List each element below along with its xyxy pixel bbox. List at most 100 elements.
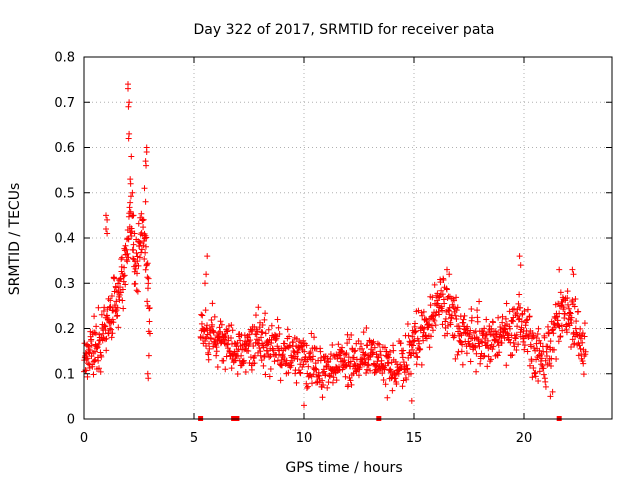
- data-point: [543, 352, 550, 359]
- data-point: [304, 383, 311, 390]
- data-point: [568, 314, 575, 321]
- data-point: [119, 286, 126, 293]
- data-point: [575, 308, 582, 315]
- data-point: [319, 377, 326, 384]
- y-tick-label: 0.3: [54, 277, 75, 292]
- data-point: [142, 198, 149, 205]
- data-point: [103, 225, 109, 232]
- data-point: [127, 208, 134, 215]
- data-point: [397, 361, 404, 368]
- data-point: [404, 321, 411, 328]
- data-point: [95, 365, 102, 372]
- data-point: [106, 325, 113, 332]
- data-point: [351, 348, 358, 355]
- data-point: [377, 352, 384, 359]
- data-point: [466, 340, 473, 347]
- data-point: [580, 371, 587, 378]
- data-point: [202, 307, 209, 314]
- data-point: [372, 369, 379, 376]
- data-point: [418, 324, 425, 331]
- data-point: [144, 302, 151, 309]
- data-point: [224, 341, 231, 348]
- data-point: [122, 281, 129, 288]
- data-point: [390, 342, 397, 349]
- data-point: [109, 330, 116, 337]
- data-point: [439, 321, 446, 328]
- data-point: [274, 316, 281, 323]
- data-point: [399, 383, 406, 390]
- data-point: [426, 321, 433, 328]
- data-point: [472, 344, 479, 351]
- data-point: [368, 346, 375, 353]
- data-point: [135, 262, 142, 269]
- data-point: [334, 355, 341, 362]
- data-point: [108, 326, 115, 333]
- data-point: [577, 335, 584, 342]
- data-point: [97, 349, 104, 356]
- data-point: [468, 305, 475, 312]
- data-point: [262, 330, 269, 337]
- data-point: [261, 316, 268, 323]
- data-point: [439, 291, 446, 298]
- data-point: [534, 330, 541, 337]
- data-point: [125, 235, 132, 242]
- data-point: [568, 320, 575, 327]
- data-point: [345, 354, 352, 361]
- data-point: [513, 331, 520, 338]
- data-point: [120, 278, 127, 285]
- data-point: [468, 314, 475, 321]
- data-point: [501, 335, 508, 342]
- data-point: [524, 306, 531, 313]
- data-point: [145, 275, 152, 282]
- data-point: [127, 229, 134, 236]
- data-point: [453, 307, 460, 314]
- data-point: [530, 332, 537, 339]
- data-point: [446, 311, 453, 318]
- data-point: [474, 318, 481, 325]
- data-point: [549, 388, 556, 395]
- data-point: [248, 366, 255, 373]
- data-point: [371, 369, 378, 376]
- data-point: [535, 377, 542, 384]
- data-point: [481, 352, 488, 359]
- data-point: [333, 377, 340, 384]
- y-axis-title: SRMTID / TECUs: [7, 183, 23, 296]
- data-point: [220, 357, 227, 364]
- data-point: [494, 352, 501, 359]
- data-point: [381, 344, 388, 351]
- data-point: [241, 332, 248, 339]
- data-point: [394, 361, 401, 368]
- data-point: [138, 246, 145, 253]
- data-point: [145, 352, 152, 359]
- data-point: [581, 333, 588, 340]
- data-point: [130, 247, 137, 254]
- data-point: [222, 366, 229, 373]
- data-point: [511, 343, 518, 350]
- data-point: [125, 85, 131, 92]
- data-point: [259, 329, 266, 336]
- data-point: [276, 330, 283, 337]
- data-point: [498, 339, 505, 346]
- data-point: [390, 347, 397, 354]
- data-point: [455, 323, 462, 330]
- data-point: [536, 337, 543, 344]
- data-point: [312, 365, 319, 372]
- data-point: [143, 149, 150, 156]
- data-point: [457, 330, 464, 337]
- data-point: [542, 383, 549, 390]
- data-point: [380, 376, 387, 383]
- data-point: [556, 310, 563, 317]
- data-point: [261, 353, 268, 360]
- data-point: [89, 363, 96, 370]
- data-point: [426, 344, 433, 351]
- data-point: [98, 311, 105, 318]
- data-point: [113, 313, 120, 320]
- data-point: [136, 239, 143, 246]
- data-point: [339, 344, 346, 351]
- x-tick-label: 0: [80, 431, 88, 446]
- data-point: [540, 371, 547, 378]
- data-point: [114, 312, 121, 319]
- data-point: [87, 347, 94, 354]
- data-point: [373, 351, 380, 358]
- data-point: [526, 313, 533, 320]
